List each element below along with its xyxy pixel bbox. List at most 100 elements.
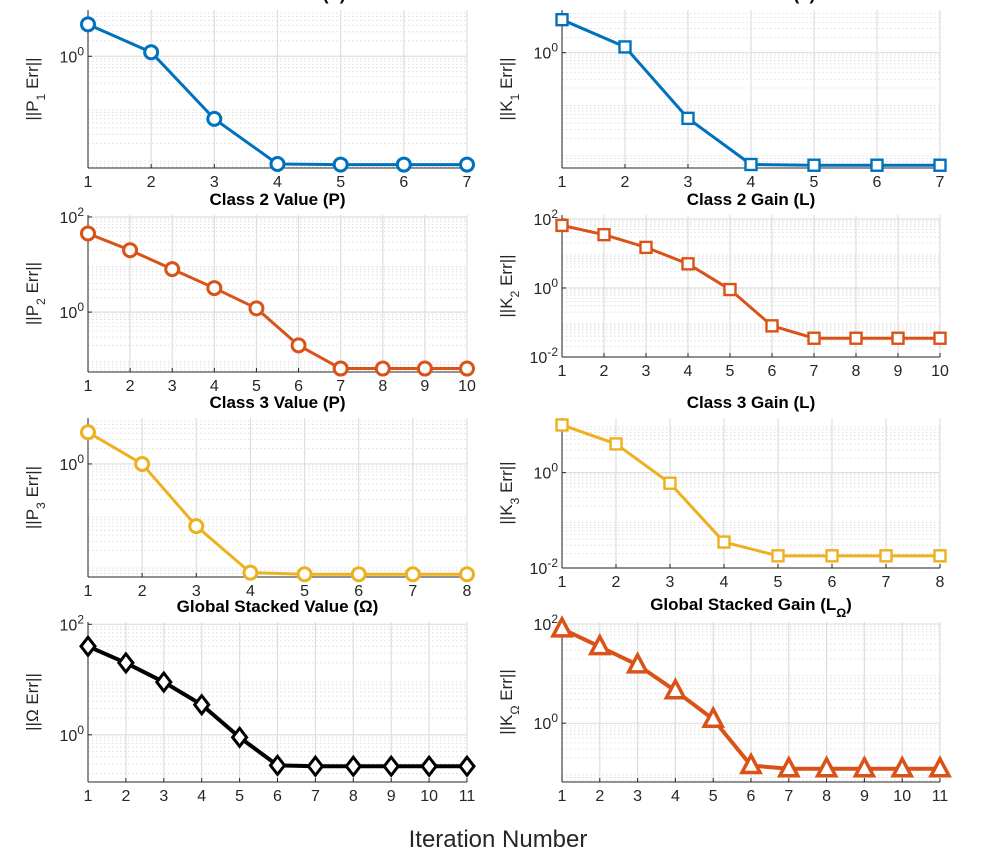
chart-title: Class 1 Gain (L) — [687, 0, 815, 4]
x-tick-label: 10 — [931, 363, 949, 380]
x-tick-label: 3 — [168, 378, 177, 395]
x-tick-label: 3 — [210, 174, 219, 191]
x-tick-label: 9 — [387, 788, 396, 805]
y-axis-label: ||Ω Err|| — [23, 673, 42, 731]
data-point — [807, 331, 821, 345]
x-tick-label: 4 — [671, 788, 680, 805]
x-tick-label: 3 — [666, 574, 675, 591]
data-point — [681, 257, 695, 271]
x-tick-label: 1 — [84, 583, 93, 600]
data-point — [143, 44, 160, 61]
y-axis-label: ||P2 Err|| — [23, 262, 48, 325]
y-tick-label: 100 — [534, 276, 559, 298]
x-tick-label: 8 — [936, 574, 945, 591]
data-point — [122, 242, 139, 259]
data-point — [420, 754, 439, 778]
data-point — [597, 227, 611, 242]
data-point — [555, 12, 569, 27]
y-axis-label: ||K1 Err|| — [497, 57, 522, 120]
chart-panel-1: 1 2 3 4 5 6 7 100 Class 1 Value (P) ||P1 Err|| — [23, 0, 475, 191]
y-tick-label: 102 — [534, 207, 559, 229]
data-point — [609, 437, 623, 451]
data-point — [459, 156, 475, 173]
chart-title: Class 3 Gain (L) — [687, 393, 815, 412]
chart-panel-5: 1 2 3 4 5 6 7 8 100 Class 3 Value (P) ||P3 Err|| — [23, 393, 475, 600]
data-point — [555, 418, 569, 432]
y-tick-label: 10-2 — [530, 556, 559, 578]
data-point — [891, 331, 905, 345]
x-tick-label: 5 — [252, 378, 261, 395]
x-tick-label: 5 — [235, 788, 244, 805]
data-point — [550, 615, 574, 638]
x-tick-label: 2 — [126, 378, 135, 395]
y-axis-label: ||K3 Err|| — [497, 461, 522, 524]
chart-panel-6: 1 2 3 4 5 6 7 8 10-2 100 Class 3 Gain (L) ||K3 Err|… — [497, 393, 947, 591]
x-tick-label: 6 — [747, 788, 756, 805]
y-axis-label: ||P1 Err|| — [23, 57, 48, 120]
y-tick-label: 100 — [60, 300, 85, 322]
y-axis-label: ||P3 Err|| — [23, 466, 48, 529]
data-point — [306, 754, 325, 778]
x-tick-label: 7 — [784, 788, 793, 805]
x-tick-label: 6 — [294, 378, 303, 395]
x-tick-label: 1 — [84, 378, 93, 395]
x-tick-label: 6 — [273, 788, 282, 805]
chart-panel-3: 1 2 3 4 5 6 7 8 9 10 100 102 Class 2 Value (P) ||P2 E… — [23, 190, 476, 395]
x-tick-label: 2 — [600, 363, 609, 380]
x-tick-label: 2 — [612, 574, 621, 591]
x-tick-label: 8 — [852, 363, 861, 380]
chart-panel-7: 1 2 3 4 5 6 7 8 9 10 11 100 102 Global Stacked Value … — [23, 597, 476, 805]
chart-title: Class 1 Value (P) — [209, 0, 345, 4]
data-point — [928, 755, 952, 778]
data-point — [350, 566, 367, 583]
series-line — [561, 423, 940, 558]
x-tick-label: 1 — [558, 574, 567, 591]
data-point — [404, 566, 421, 583]
x-tick-label: 5 — [774, 574, 783, 591]
data-point — [242, 564, 259, 581]
data-point — [555, 218, 569, 233]
x-tick-label: 3 — [642, 363, 651, 380]
data-point — [625, 651, 650, 674]
data-point — [663, 677, 688, 700]
x-tick-label: 6 — [354, 583, 363, 600]
data-point — [933, 549, 947, 563]
data-point — [814, 755, 839, 778]
data-point — [459, 360, 475, 377]
x-tick-label: 4 — [273, 174, 282, 191]
data-point — [192, 693, 211, 717]
data-point — [849, 331, 863, 345]
data-point — [701, 705, 726, 728]
data-point — [296, 566, 313, 583]
data-point — [807, 158, 821, 172]
y-tick-label: 10-2 — [530, 345, 559, 367]
y-axis-label: ||KΩ Err|| — [497, 669, 522, 735]
data-point — [269, 155, 286, 172]
x-tick-label: 2 — [121, 788, 130, 805]
x-tick-label: 4 — [747, 174, 756, 191]
chart-title: Class 2 Value (P) — [209, 190, 345, 209]
data-point — [290, 337, 307, 354]
data-point — [188, 518, 205, 535]
x-tick-label: 9 — [894, 363, 903, 380]
x-tick-label: 8 — [378, 378, 387, 395]
chart-panel-4: 1 2 3 4 5 6 7 8 9 10 10-2 100 102 Class 2 Gain (L) ||K… — [497, 190, 949, 380]
chart-title: Global Stacked Gain (LΩ) — [650, 595, 852, 620]
data-point — [870, 158, 884, 172]
data-point — [681, 111, 695, 126]
chart-panel-2: 1 2 3 4 5 6 7 100 Class 1 Gain (L) ||K1 Err|| — [497, 0, 947, 191]
x-tick-label: 10 — [420, 788, 438, 805]
chart-title: Class 3 Value (P) — [209, 393, 345, 412]
x-tick-label: 1 — [84, 174, 93, 191]
x-tick-label: 7 — [882, 574, 891, 591]
x-tick-label: 7 — [463, 174, 472, 191]
x-tick-label: 1 — [558, 363, 567, 380]
data-point — [825, 549, 839, 563]
series-line — [561, 223, 940, 340]
x-tick-label: 8 — [822, 788, 831, 805]
data-point — [776, 755, 801, 778]
data-point — [164, 261, 181, 278]
data-point — [933, 158, 947, 172]
data-point — [230, 725, 249, 749]
